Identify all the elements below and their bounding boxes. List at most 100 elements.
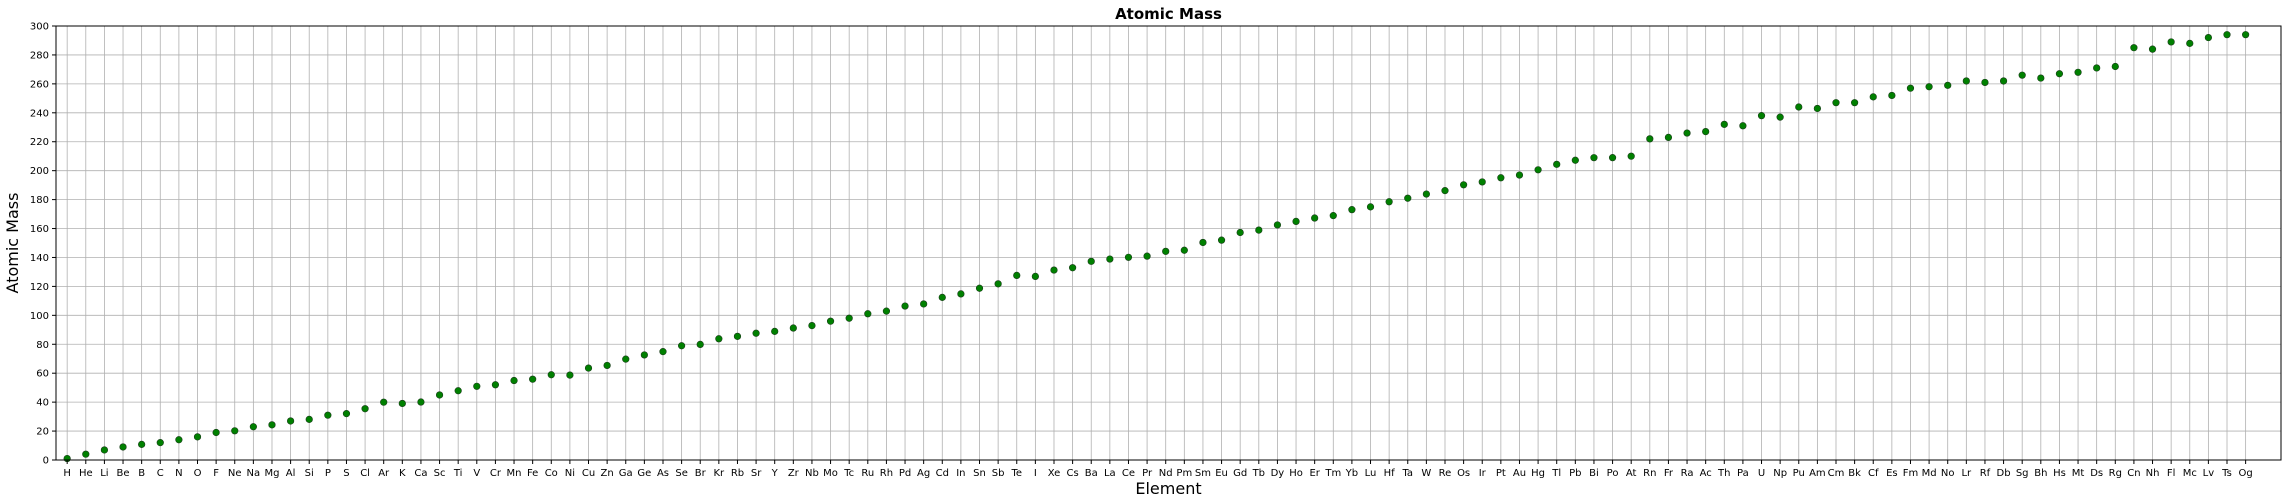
x-tick-label: Mc — [2183, 468, 2197, 479]
x-tick-label: Mo — [823, 468, 838, 479]
x-tick-label: S — [343, 468, 349, 479]
data-point — [1590, 154, 1598, 162]
x-tick-label: Pt — [1496, 468, 1506, 479]
x-tick-label: Md — [1922, 468, 1937, 479]
x-tick-label: Sc — [434, 468, 446, 479]
x-tick-label: Dy — [1271, 468, 1285, 479]
data-point — [1404, 194, 1412, 202]
y-tick-label: 200 — [30, 166, 49, 177]
x-tick-label: Bh — [2034, 468, 2047, 479]
x-tick-label: Rf — [1980, 468, 1991, 479]
data-point — [1702, 128, 1710, 136]
data-point — [1795, 103, 1803, 111]
data-point — [380, 398, 388, 406]
x-tick-label: F — [213, 468, 219, 479]
x-tick-label: Tc — [843, 468, 854, 479]
x-tick-label: Y — [771, 468, 779, 479]
data-point — [342, 410, 351, 418]
x-tick-label: Np — [1773, 468, 1787, 479]
data-point — [566, 371, 574, 379]
data-point — [435, 391, 444, 399]
data-point — [1106, 255, 1114, 263]
x-tick-label: Br — [695, 468, 707, 479]
data-point — [1497, 174, 1505, 182]
x-tick-label: Gd — [1233, 468, 1247, 479]
data-point — [752, 329, 760, 337]
data-point — [1534, 166, 1542, 174]
x-tick-label: Os — [1457, 468, 1470, 479]
y-tick-label: 140 — [30, 253, 49, 264]
x-tick-label: Pb — [1569, 468, 1581, 479]
y-tick-label: 20 — [36, 427, 49, 438]
x-tick-label: Tb — [1252, 468, 1265, 479]
x-tick-label: Au — [1513, 468, 1526, 479]
data-point — [454, 387, 462, 395]
x-tick-label: Bk — [1848, 468, 1861, 479]
data-point — [510, 376, 518, 385]
data-point — [2111, 62, 2119, 71]
y-axis-ticks: 0 20 40 60 80 100 120 140 160 180 200 220 240 260 280 3… — [30, 22, 56, 467]
y-tick-label: 80 — [36, 340, 49, 351]
x-tick-label: Bi — [1589, 468, 1599, 479]
x-tick-label: Cu — [582, 468, 595, 479]
data-point — [733, 332, 742, 340]
data-point — [175, 436, 183, 444]
data-point — [994, 280, 1002, 288]
data-point — [1478, 178, 1486, 186]
x-tick-label: He — [79, 468, 93, 479]
data-point — [826, 317, 835, 325]
x-tick-label: Db — [1997, 468, 2011, 479]
x-tick-label: Eu — [1215, 468, 1228, 479]
x-tick-label: Cm — [1828, 468, 1845, 479]
data-point — [1757, 112, 1766, 120]
x-tick-label: Pu — [1793, 468, 1805, 479]
x-tick-label: K — [399, 468, 406, 479]
data-point — [1515, 171, 1524, 179]
data-point — [1925, 83, 1933, 91]
data-point — [2093, 64, 2101, 72]
x-tick-label: Rb — [731, 468, 744, 479]
x-tick-label: Sr — [751, 468, 762, 479]
data-point — [1273, 221, 1282, 229]
x-tick-label: Lv — [2203, 468, 2215, 479]
x-axis-ticks: H He Li Be B C N O F Ne Na Mg Al Si P S Cl Ar K Ca Sc Ti V Cr Mn… — [63, 460, 2253, 479]
data-point — [1162, 247, 1170, 255]
x-tick-label: Am — [1809, 468, 1826, 479]
data-point — [622, 355, 630, 363]
x-tick-label: Ge — [637, 468, 651, 479]
data-point — [1236, 228, 1244, 237]
data-point — [938, 293, 946, 301]
data-point — [584, 364, 593, 372]
x-tick-label: Er — [1309, 468, 1320, 479]
data-point — [1813, 104, 1821, 113]
data-point — [138, 440, 146, 448]
x-tick-label: Tl — [1551, 468, 1561, 479]
data-point — [1869, 93, 1877, 101]
data-point — [1571, 156, 1579, 164]
x-tick-label: C — [157, 468, 164, 479]
x-tick-label: Nh — [2146, 468, 2160, 479]
data-point — [1608, 154, 1617, 162]
x-tick-label: W — [1421, 468, 1431, 479]
data-point — [1124, 253, 1133, 261]
data-point — [1311, 214, 1319, 222]
data-point — [1888, 91, 1896, 100]
x-tick-label: Rg — [2109, 468, 2122, 479]
data-point — [1348, 206, 1356, 214]
x-tick-label: Pd — [899, 468, 911, 479]
x-tick-label: In — [956, 468, 965, 479]
x-tick-label: Mt — [2072, 468, 2085, 479]
x-tick-label: Na — [247, 468, 261, 479]
data-point — [1627, 152, 1635, 160]
data-point — [1664, 133, 1673, 141]
data-point — [2186, 39, 2194, 47]
y-tick-label: 40 — [36, 398, 49, 409]
x-tick-label: O — [194, 468, 202, 479]
x-tick-label: Co — [545, 468, 558, 479]
x-tick-label: Th — [1717, 468, 1730, 479]
data-point — [1199, 238, 1207, 247]
x-tick-label: Kr — [714, 468, 726, 479]
x-tick-label: Og — [2239, 468, 2253, 479]
data-points — [63, 31, 2250, 463]
